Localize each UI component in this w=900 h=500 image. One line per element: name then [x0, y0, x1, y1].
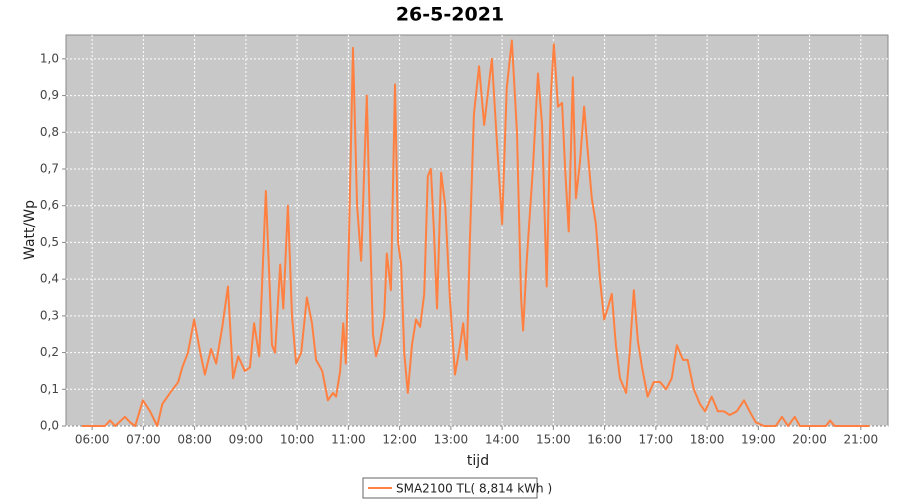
x-tick-label: 16:00: [587, 433, 622, 447]
data-line: [81, 39, 870, 427]
y-tick-label: 0,8: [40, 125, 59, 139]
x-tick-label: 19:00: [741, 433, 776, 447]
x-tick-label: 13:00: [434, 433, 469, 447]
x-tick-label: 11:00: [331, 433, 366, 447]
y-tick-label: 0,7: [40, 162, 59, 176]
y-tick-label: 0,6: [40, 198, 59, 212]
y-tick-label: 0,9: [40, 88, 59, 102]
x-tick-label: 14:00: [485, 433, 520, 447]
y-tick-label: 0,4: [40, 272, 59, 286]
x-axis-label: tijd: [467, 453, 489, 469]
x-tick-label: 21:00: [844, 433, 879, 447]
x-tick-label: 20:00: [792, 433, 827, 447]
legend: [362, 477, 538, 499]
x-tick-label: 15:00: [536, 433, 571, 447]
legend-label: SMA2100 TL( 8,814 kWh ): [396, 482, 552, 496]
x-tick-label: 17:00: [639, 433, 674, 447]
x-tick-label: 07:00: [126, 433, 161, 447]
y-tick-label: 1,0: [40, 51, 59, 65]
x-tick-label: 08:00: [177, 433, 212, 447]
y-tick-label: 0,2: [40, 345, 59, 359]
x-tick-label: 12:00: [382, 433, 417, 447]
y-tick-label: 0,3: [40, 308, 59, 322]
y-axis-label: Watt/Wp: [22, 200, 38, 260]
y-tick-label: 0,5: [40, 235, 59, 249]
chart-title: 26-5-2021: [396, 4, 504, 26]
x-tick-label: 09:00: [229, 433, 264, 447]
x-tick-label: 18:00: [690, 433, 725, 447]
y-tick-label: 0,0: [40, 419, 59, 433]
x-tick-label: 06:00: [75, 433, 110, 447]
x-tick-label: 10:00: [280, 433, 315, 447]
y-tick-label: 0,1: [40, 382, 59, 396]
